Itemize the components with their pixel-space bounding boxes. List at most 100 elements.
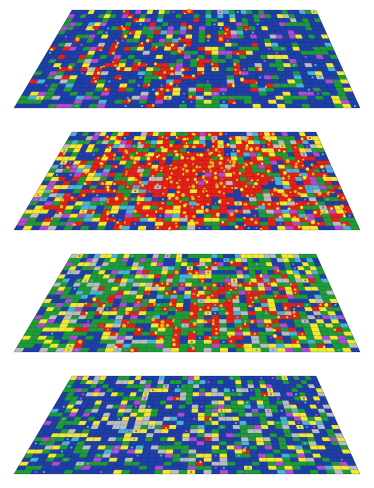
map-marker xyxy=(116,66,121,71)
map-cell xyxy=(118,302,128,308)
map-cell xyxy=(158,9,166,15)
map-marker xyxy=(214,92,217,95)
map-cell xyxy=(235,465,245,471)
map-cell xyxy=(250,282,259,287)
map-cell xyxy=(199,13,206,19)
map-marker xyxy=(305,145,309,148)
map-cell xyxy=(197,180,205,186)
map-cell xyxy=(267,26,275,31)
map-cell xyxy=(256,38,265,43)
map-cell xyxy=(299,221,310,227)
map-cell xyxy=(110,83,121,88)
map-cell xyxy=(162,347,172,353)
map-cell xyxy=(260,469,270,475)
map-cell xyxy=(283,433,293,438)
map-marker xyxy=(211,321,215,326)
map-marker xyxy=(64,458,67,461)
map-cell xyxy=(151,75,160,80)
map-cell xyxy=(267,270,275,275)
map-cell xyxy=(205,13,212,19)
map-cell xyxy=(171,408,179,413)
map-cell xyxy=(226,75,235,80)
map-marker xyxy=(63,149,66,152)
map-cell xyxy=(226,193,235,198)
map-marker xyxy=(229,260,234,264)
map-cell xyxy=(114,315,124,320)
map-cell xyxy=(162,262,170,267)
map-cell xyxy=(156,294,164,300)
map-cell xyxy=(276,469,287,475)
map-cell xyxy=(157,449,167,454)
map-marker xyxy=(236,316,239,319)
map-cell xyxy=(203,327,212,332)
map-cell xyxy=(242,396,251,401)
map-marker xyxy=(304,442,307,445)
map-cell xyxy=(275,465,286,471)
map-cell xyxy=(151,160,160,165)
map-cell xyxy=(115,339,125,344)
map-cell xyxy=(291,465,302,471)
map-cell xyxy=(273,298,282,304)
map-marker xyxy=(304,401,307,404)
map-cell xyxy=(226,205,236,210)
map-cell xyxy=(143,412,152,417)
map-marker xyxy=(136,201,141,205)
map-cell xyxy=(193,257,200,263)
map-marker xyxy=(288,226,291,230)
map-cell xyxy=(242,205,251,210)
map-cell xyxy=(304,209,314,214)
map-cell xyxy=(259,298,268,304)
map-cell xyxy=(136,290,145,295)
map-cell xyxy=(150,286,159,291)
map-marker xyxy=(171,338,176,342)
map-cell xyxy=(150,445,160,450)
map-marker xyxy=(69,173,72,176)
map-cell xyxy=(160,30,168,35)
map-cell xyxy=(205,140,212,145)
map-cell xyxy=(193,253,200,259)
map-cell xyxy=(268,396,276,401)
map-marker xyxy=(226,201,230,205)
map-cell xyxy=(229,270,237,275)
map-cell xyxy=(223,270,231,275)
map-marker xyxy=(177,48,182,54)
map-marker xyxy=(152,88,155,91)
map-marker xyxy=(105,135,110,139)
map-cell xyxy=(251,253,259,259)
map-cell xyxy=(82,95,93,100)
map-cell xyxy=(278,412,287,417)
map-cell xyxy=(90,461,101,466)
map-cell xyxy=(266,457,276,462)
map-cell xyxy=(203,213,212,218)
map-cell xyxy=(283,67,293,72)
map-cell xyxy=(117,306,127,312)
map-cell xyxy=(251,465,261,471)
map-cell xyxy=(196,319,205,324)
map-cell xyxy=(187,335,197,340)
map-cell xyxy=(180,262,188,267)
map-marker xyxy=(156,226,160,230)
map-cell xyxy=(165,400,174,405)
map-marker xyxy=(342,96,345,99)
map-marker xyxy=(51,59,54,63)
map-marker xyxy=(320,324,323,327)
map-marker xyxy=(62,417,65,420)
map-cell xyxy=(185,274,193,279)
map-cell xyxy=(252,257,260,263)
map-cell xyxy=(183,50,192,56)
map-cell xyxy=(129,46,138,51)
map-cell xyxy=(104,201,114,206)
map-cell xyxy=(204,315,212,320)
map-cell xyxy=(163,335,173,340)
map-cell xyxy=(292,71,302,76)
map-cell xyxy=(255,193,264,198)
map-marker xyxy=(213,23,216,26)
map-cell xyxy=(268,306,277,312)
map-cell xyxy=(269,311,278,316)
map-cell xyxy=(291,221,302,227)
map-cell xyxy=(240,13,248,19)
map-cell xyxy=(287,83,297,88)
map-cell xyxy=(218,46,226,51)
map-marker xyxy=(64,35,68,38)
map-cell xyxy=(219,209,228,214)
